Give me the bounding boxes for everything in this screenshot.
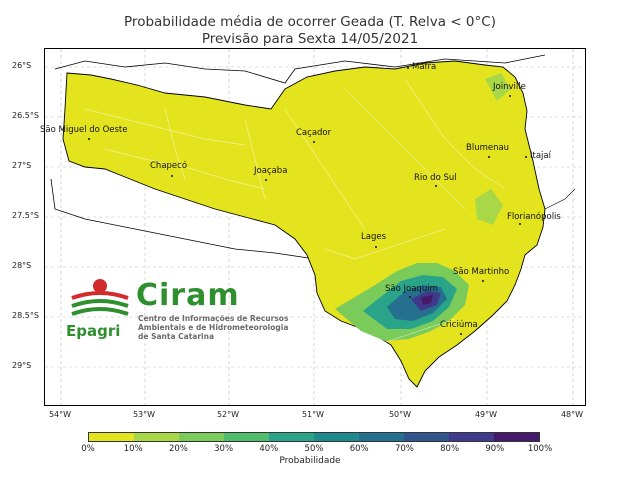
map-title: Probabilidade média de ocorrer Geada (T.… <box>0 14 620 48</box>
logo-subtitle-line-3: de Santa Catarina <box>138 332 215 341</box>
city-label-lages: Lages <box>361 232 386 242</box>
lat-label-28: 28°S <box>12 261 32 270</box>
city-marker-florianopolis <box>519 223 521 225</box>
lat-label-26: 26°S <box>12 61 32 70</box>
colorbar-label: Probabilidade <box>279 456 341 466</box>
title-line-1: Probabilidade média de ocorrer Geada (T.… <box>124 14 496 30</box>
coast-line <box>544 188 576 210</box>
colorbar-tick-9: 90% <box>485 444 505 454</box>
city-label-itajai: Itajaí <box>530 151 551 161</box>
colorbar-segment-1 <box>134 433 179 441</box>
western-border <box>50 178 336 280</box>
city-label-sao-martinho: São Martinho <box>453 267 510 277</box>
city-marker-mafra <box>407 67 409 69</box>
lat-label-28-5: 28.5°S <box>12 311 39 320</box>
city-label-mafra: Mafra <box>412 62 437 72</box>
logo-subtitle-line-2: Ambientais e de Hidrometeorologia <box>138 323 289 332</box>
city-marker-cacador <box>313 141 315 143</box>
city-marker-joacaba <box>265 179 267 181</box>
municipal-boundaries <box>84 78 506 350</box>
northern-border <box>54 54 546 84</box>
city-label-blumenau: Blumenau <box>466 143 510 153</box>
city-marker-criciuma <box>460 333 462 335</box>
colorbar-segment-5 <box>314 433 359 441</box>
lat-label-27-5: 27.5°S <box>12 211 39 220</box>
colorbar-tick-7: 70% <box>394 444 414 454</box>
lon-label-48: 48°W <box>560 410 584 419</box>
colorbar-tick-0: 0% <box>81 444 95 454</box>
colorbar-tick-8: 80% <box>440 444 460 454</box>
colorbar-segment-4 <box>269 433 314 441</box>
city-marker-sao-miguel-do-oeste <box>88 138 90 140</box>
city-label-rio-do-sul: Rio do Sul <box>414 173 457 183</box>
colorbar-segment-8 <box>449 433 494 441</box>
colorbar-tick-3: 30% <box>214 444 234 454</box>
city-marker-sao-joaquim <box>409 296 411 298</box>
city-label-joinville: Joinville <box>493 82 526 92</box>
city-marker-chapeco <box>171 175 173 177</box>
lon-label-51: 51°W <box>301 410 325 419</box>
colorbar-segment-2 <box>179 433 224 441</box>
title-line-2: Previsão para Sexta 14/05/2021 <box>201 31 419 47</box>
probability-colorbar <box>88 432 540 442</box>
lat-label-27: 27°S <box>12 161 32 170</box>
city-marker-rio-do-sul <box>435 185 437 187</box>
logo-ciram-text: Ciram <box>136 278 240 313</box>
state-map <box>45 49 585 405</box>
colorbar-tick-10: 100% <box>527 444 553 454</box>
city-label-criciuma: Criciúma <box>440 320 478 330</box>
colorbar-segment-3 <box>224 433 269 441</box>
city-label-chapeco: Chapecó <box>150 161 188 171</box>
lon-label-54: 54°W <box>48 410 72 419</box>
city-marker-sao-martinho <box>482 280 484 282</box>
colorbar-segment-6 <box>359 433 404 441</box>
lat-label-26-5: 26.5°S <box>12 111 39 120</box>
colorbar-segment-7 <box>404 433 449 441</box>
epagri-ciram-logo: Ciram Centro de Informações de Recursos … <box>66 276 316 346</box>
city-label-florianopolis: Florianópolis <box>507 212 561 222</box>
colorbar-tick-4: 40% <box>259 444 279 454</box>
logo-epagri-text: Epagri <box>66 322 121 340</box>
colorbar-segment-0 <box>89 433 134 441</box>
city-marker-lages <box>375 246 377 248</box>
lon-label-50: 50°W <box>388 410 412 419</box>
lon-label-49: 49°W <box>474 410 498 419</box>
lat-label-29: 29°S <box>12 361 32 370</box>
lon-label-53: 53°W <box>132 410 156 419</box>
city-marker-blumenau <box>488 156 490 158</box>
colorbar-tick-2: 20% <box>168 444 188 454</box>
logo-subtitle-line-1: Centro de Informações de Recursos <box>138 314 289 323</box>
city-marker-joinville <box>509 95 511 97</box>
logo-emblem-icon <box>71 279 129 316</box>
city-label-cacador: Caçador <box>296 128 332 138</box>
city-label-joacaba: Joaçaba <box>254 166 288 176</box>
colorbar-tick-5: 50% <box>304 444 324 454</box>
lon-label-52: 52°W <box>216 410 240 419</box>
colorbar-tick-1: 10% <box>123 444 143 454</box>
colorbar-segment-9 <box>494 433 539 441</box>
frost-probability-area <box>335 73 511 341</box>
city-marker-itajai <box>525 156 527 158</box>
city-label-sao-joaquim: São Joaquim <box>385 284 438 294</box>
map-frame <box>44 48 586 406</box>
city-label-sao-miguel-do-oeste: São Miguel do Oeste <box>40 125 128 135</box>
colorbar-tick-6: 60% <box>349 444 369 454</box>
